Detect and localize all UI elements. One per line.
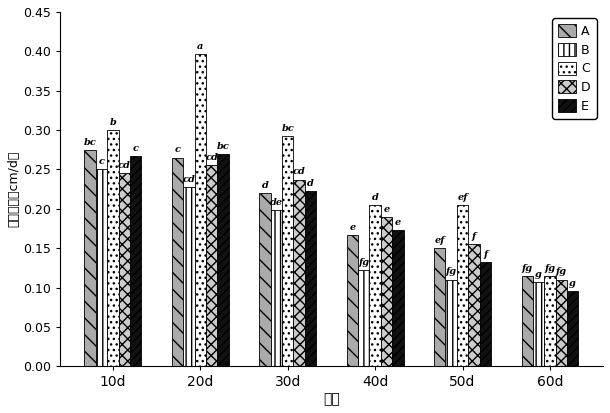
Text: d: d xyxy=(307,179,314,188)
Bar xyxy=(96,169,107,366)
Text: d: d xyxy=(371,193,379,202)
Bar xyxy=(567,292,578,366)
Text: ef: ef xyxy=(434,236,445,245)
Text: fg: fg xyxy=(445,268,457,276)
Bar xyxy=(130,156,142,366)
Text: bc: bc xyxy=(281,124,294,133)
Bar xyxy=(293,180,305,366)
Bar xyxy=(556,280,567,366)
Bar xyxy=(522,276,533,366)
X-axis label: 时间: 时间 xyxy=(323,392,340,406)
Bar xyxy=(259,193,271,366)
Text: bc: bc xyxy=(217,142,229,150)
Text: fg: fg xyxy=(358,258,369,267)
Y-axis label: 生长速率（cm/d）: 生长速率（cm/d） xyxy=(7,151,20,227)
Bar xyxy=(84,150,96,366)
Bar xyxy=(271,210,282,366)
Text: fg: fg xyxy=(544,263,556,273)
Bar xyxy=(381,217,392,366)
Text: b: b xyxy=(109,118,117,127)
Bar xyxy=(479,262,491,366)
Text: cd: cd xyxy=(205,153,218,162)
Bar xyxy=(282,136,293,366)
Bar xyxy=(206,166,217,366)
Text: cd: cd xyxy=(293,168,306,176)
Text: c: c xyxy=(132,144,138,153)
Text: g: g xyxy=(569,279,576,288)
Text: a: a xyxy=(197,42,204,50)
Bar xyxy=(183,187,195,366)
Bar xyxy=(392,230,404,366)
Text: e: e xyxy=(395,218,401,227)
Bar xyxy=(457,205,468,366)
Bar xyxy=(195,54,206,366)
Text: d: d xyxy=(262,181,268,190)
Text: ef: ef xyxy=(458,193,468,202)
Text: e: e xyxy=(350,223,356,232)
Text: c: c xyxy=(174,145,181,154)
Text: bc: bc xyxy=(84,138,96,147)
Bar xyxy=(305,192,316,366)
Text: f: f xyxy=(472,232,476,241)
Text: fg: fg xyxy=(556,268,567,276)
Text: cd: cd xyxy=(118,161,131,170)
Bar xyxy=(217,154,229,366)
Text: c: c xyxy=(98,157,104,166)
Bar xyxy=(370,205,381,366)
Bar xyxy=(358,270,370,366)
Bar xyxy=(445,280,457,366)
Text: f: f xyxy=(483,250,487,259)
Text: cd: cd xyxy=(182,175,195,184)
Text: fg: fg xyxy=(522,263,533,273)
Bar xyxy=(107,130,118,366)
Legend: A, B, C, D, E: A, B, C, D, E xyxy=(552,18,597,119)
Text: e: e xyxy=(383,204,390,214)
Text: de: de xyxy=(270,198,283,207)
Bar xyxy=(172,158,183,366)
Bar xyxy=(346,235,358,366)
Bar xyxy=(434,248,445,366)
Text: g: g xyxy=(535,270,542,279)
Bar xyxy=(533,282,544,366)
Bar xyxy=(468,244,479,366)
Bar xyxy=(118,173,130,366)
Bar xyxy=(544,276,556,366)
